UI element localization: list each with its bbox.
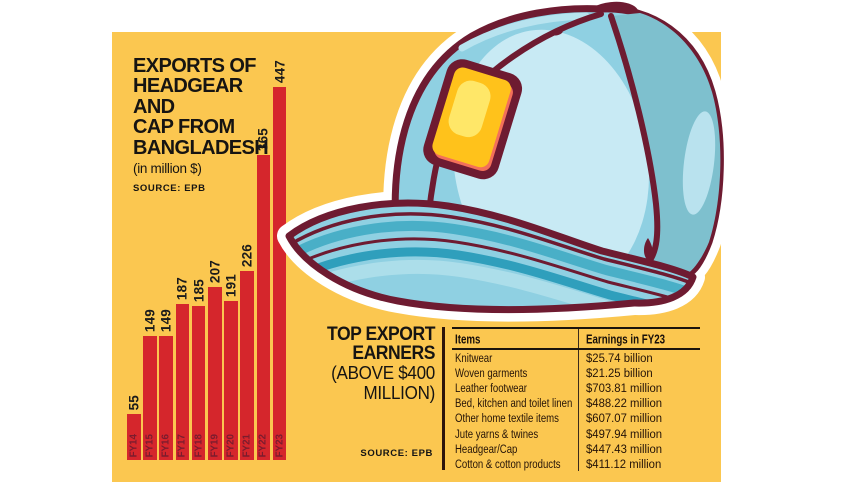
top-earners-heading: TOP EXPORT EARNERS (ABOVE $400 MILLION) [306, 323, 435, 402]
top-earners-subtitle: (ABOVE $400 MILLION) [306, 363, 435, 402]
bar-value-label: 191 [223, 273, 239, 297]
item-cell: Cotton & cotton products [455, 456, 561, 471]
bar-value-label: 55 [126, 394, 142, 410]
earnings-cell: $411.12 million [586, 456, 662, 471]
earnings-cell: $607.07 million [586, 411, 663, 426]
earnings-cell: $25.74 billion [586, 350, 653, 365]
table-row: Knitwear $25.74 billion [452, 350, 700, 365]
chart-title-line-2: HEADGEAR [133, 75, 243, 98]
bar-FY18: 185 FY18 [191, 279, 206, 460]
earnings-cell: $703.81 million [586, 380, 663, 395]
table-row: Jute yarns & twines $497.94 million [452, 426, 700, 441]
earners-title-line-1: TOP EXPORT [327, 323, 435, 345]
item-cell: Knitwear [455, 350, 493, 365]
vertical-divider [442, 327, 445, 470]
chart-title-line-4: CAP FROM [133, 116, 235, 139]
top-earners-source: SOURCE: EPB [360, 448, 433, 459]
table-row: Cotton & cotton products $411.12 million [452, 456, 700, 471]
table-row: Woven garments $21.25 billion [452, 365, 700, 380]
table-row: Other home textile items $607.07 million [452, 411, 700, 426]
earners-table: Items Earnings in FY23 Knitwear $25.74 bi… [452, 327, 700, 472]
bar-value-label: 187 [174, 276, 190, 300]
earnings-cell: $497.94 million [586, 426, 663, 441]
bar-FY21: 226 FY21 [240, 244, 255, 460]
bar-FY20: 191 FY20 [223, 274, 238, 460]
bar-FY22: 365 FY22 [256, 128, 271, 460]
table-column-divider [578, 329, 580, 471]
bar-category-label: FY23 [274, 433, 286, 457]
earners-title-line-2: EARNERS [352, 342, 435, 364]
chart-headline: EXPORTS OF HEADGEAR AND CAP FROM BANGLADESH … [133, 56, 273, 194]
bar-category-label: FY22 [257, 433, 269, 457]
bar-category-label: FY18 [193, 433, 205, 457]
bar-value-label: 185 [191, 278, 207, 302]
earnings-cell: $447.43 million [586, 441, 663, 456]
chart-title-line-5: BANGLADESH [133, 136, 269, 159]
item-cell: Woven garments [455, 365, 528, 380]
bar-category-label: FY21 [241, 433, 253, 457]
bar-value-label: 149 [142, 308, 158, 332]
table-header-row: Items Earnings in FY23 [452, 329, 700, 350]
bar-value-label: 447 [272, 59, 288, 83]
bar-value-label: 365 [255, 127, 271, 151]
chart-title: EXPORTS OF HEADGEAR AND CAP FROM BANGLADESH [133, 56, 273, 158]
bar-FY17: 187 FY17 [175, 277, 190, 460]
bar-FY15: 149 FY15 [142, 309, 157, 460]
bar-category-label: FY16 [160, 433, 172, 457]
chart-title-line-1: EXPORTS OF [133, 55, 257, 77]
item-cell: Leather footwear [455, 380, 527, 395]
earnings-cell: $21.25 billion [586, 365, 653, 380]
bar-value-label: 226 [239, 243, 255, 267]
bar-category-label: FY14 [128, 433, 140, 457]
bar-category-label: FY19 [209, 433, 221, 457]
table-row: Leather footwear $703.81 million [452, 380, 700, 395]
table-body: Knitwear $25.74 billion Woven garments $21.… [452, 350, 700, 472]
table-header-items: Items [455, 331, 481, 346]
table-header-earnings: Earnings in FY23 [586, 331, 666, 346]
earners-subtitle-line-2: MILLION) [363, 381, 435, 403]
bar-FY19: 207 FY19 [207, 260, 222, 460]
item-cell: Other home textile items [455, 411, 559, 426]
bar-category-label: FY20 [225, 433, 237, 457]
chart-title-line-3: AND [133, 95, 175, 118]
chart-unit-note: (in million $) [133, 161, 202, 177]
bar-value-label: 149 [158, 308, 174, 332]
bar-category-label: FY15 [144, 433, 156, 457]
table-row: Headgear/Cap $447.43 million [452, 441, 700, 456]
top-earners-title: TOP EXPORT EARNERS [306, 323, 435, 364]
bar-value-label: 207 [207, 259, 223, 283]
bar-FY14: 55 FY14 [126, 395, 141, 460]
bar-FY16: 149 FY16 [159, 309, 174, 460]
item-cell: Bed, kitchen and toilet linen [455, 396, 573, 411]
item-cell: Headgear/Cap [455, 441, 518, 456]
item-cell: Jute yarns & twines [455, 426, 539, 441]
chart-source: SOURCE: EPB [133, 183, 206, 195]
earners-subtitle-line-1: (ABOVE $400 [331, 362, 435, 383]
bar-FY23: 447 FY23 [272, 60, 287, 460]
table-row: Bed, kitchen and toilet linen $488.22 mil… [452, 396, 700, 411]
earnings-cell: $488.22 million [586, 396, 663, 411]
bar-category-label: FY17 [176, 433, 188, 457]
